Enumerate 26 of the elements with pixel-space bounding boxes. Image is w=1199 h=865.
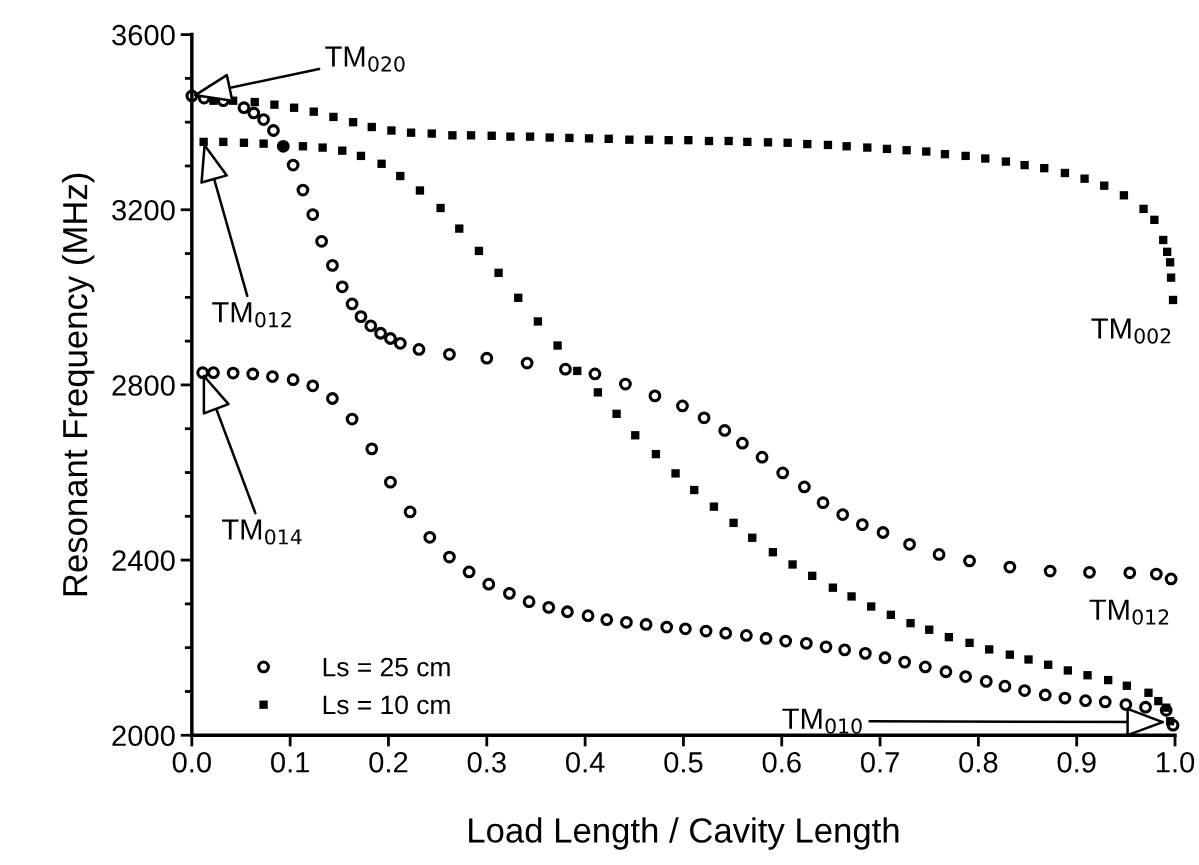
annotation: TM$_{014}$: [221, 519, 302, 545]
x-tick-label: 0.1: [271, 751, 310, 773]
x-axis-title: Load Length / Cavity Length: [469, 817, 899, 850]
x-tick-label: 1.0: [1156, 751, 1195, 773]
x-tick-label: 0.3: [467, 751, 506, 773]
x-tick-label: 0.2: [369, 751, 408, 773]
annotation: TM$_{010}$: [782, 708, 862, 734]
legend-label: Ls = 10 cm: [323, 695, 450, 715]
annotation: TM$_{020}$: [325, 46, 405, 72]
x-tick-label: 0.6: [762, 751, 801, 773]
y-tick-label: 2800: [112, 375, 175, 396]
x-tick-label: 0.0: [172, 751, 211, 773]
y-tick-label: 2000: [112, 725, 175, 747]
legend-label: Ls = 25 cm: [323, 657, 450, 677]
y-tick-label: 3200: [112, 199, 175, 221]
y-axis-title: Resonant Frequency (MHz): [61, 173, 95, 596]
y-tick-label: 2400: [112, 550, 175, 571]
annotation: TM$_{012}$: [212, 302, 291, 328]
x-tick-label: 0.4: [565, 751, 605, 773]
annotation: TM$_{012}$: [1089, 599, 1169, 625]
x-tick-label: 0.8: [959, 751, 998, 773]
x-tick-label: 0.5: [664, 751, 703, 773]
annotation: TM$_{002}$: [1091, 318, 1171, 344]
y-tick-label: 3600: [112, 24, 175, 46]
x-tick-label: 0.9: [1057, 751, 1096, 773]
x-tick-label: 0.7: [860, 751, 899, 773]
